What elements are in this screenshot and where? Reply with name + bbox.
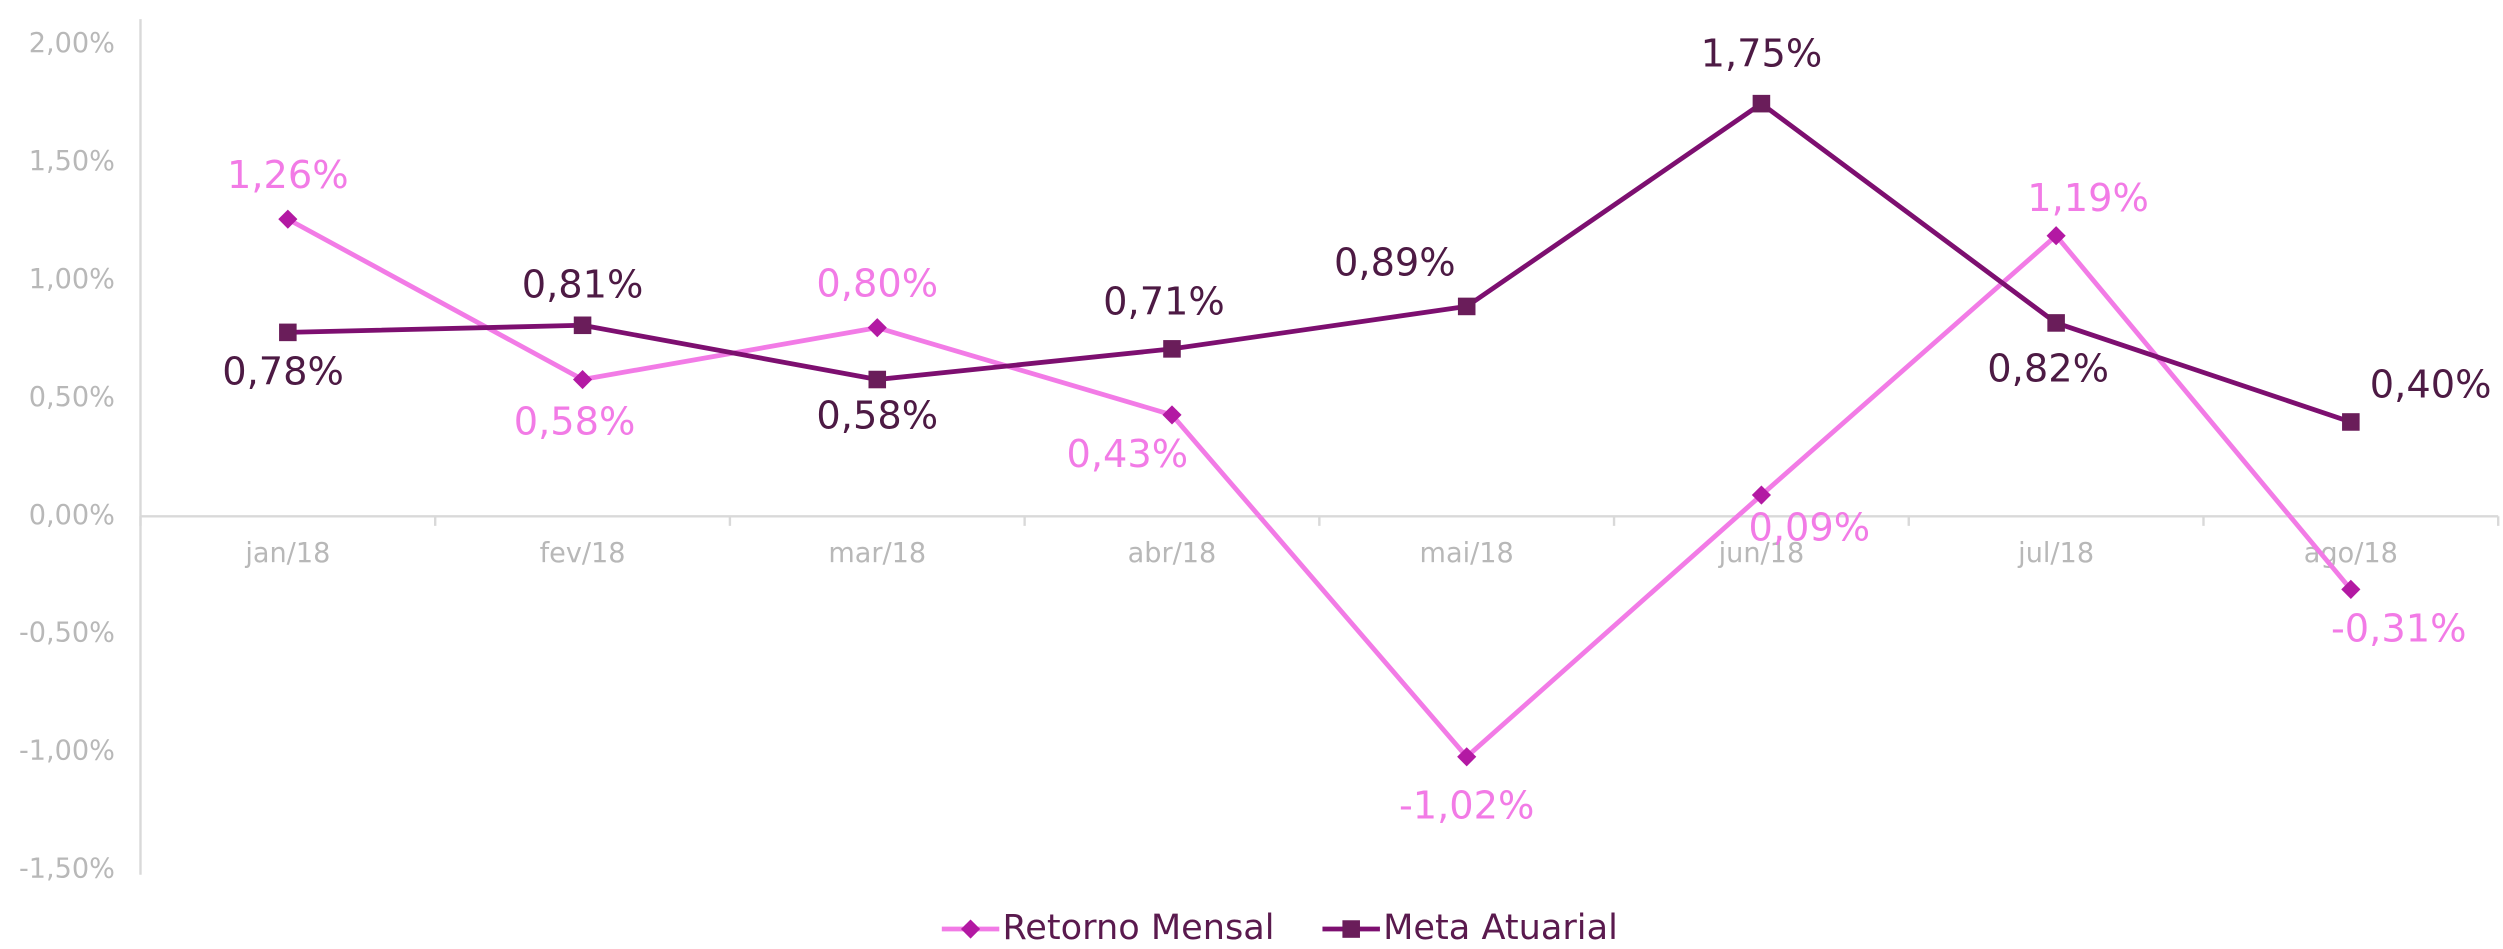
y-tick-label: -1,00%	[19, 736, 115, 767]
value-label: 1,26%	[227, 153, 349, 198]
legend-marker	[1342, 920, 1360, 938]
series-line	[286, 217, 2353, 760]
y-tick-label: 1,00%	[29, 264, 115, 295]
value-label: 0,43%	[1066, 432, 1188, 477]
y-tick-label: 0,00%	[29, 500, 115, 531]
y-tick-label: -0,50%	[19, 618, 115, 649]
point	[1751, 485, 1771, 505]
point	[573, 316, 592, 335]
value-label: -0,31%	[2331, 606, 2466, 651]
value-label: 0,89%	[1334, 240, 1456, 285]
value-label: 0,78%	[222, 349, 344, 394]
value-label: 0,40%	[2370, 362, 2492, 407]
value-label: 0,81%	[522, 262, 644, 307]
y-tick-label: 1,50%	[29, 146, 115, 177]
x-tick-label: mai/18	[1420, 538, 1514, 569]
value-label: 0,71%	[1103, 280, 1225, 325]
point	[2047, 314, 2065, 332]
value-label: 1,19%	[2027, 176, 2149, 221]
point	[867, 318, 887, 338]
legend-label: Retorno Mensal	[1002, 907, 1274, 945]
x-tick-label: jan/18	[244, 538, 330, 569]
x-tick-label: jul/18	[2017, 538, 2094, 569]
x-tick-label: abr/18	[1128, 538, 1217, 569]
y-tick-label: 2,00%	[29, 28, 115, 59]
x-tick-label: jun/18	[1718, 538, 1805, 569]
point	[1752, 94, 1771, 113]
point	[1457, 297, 1476, 316]
point	[1163, 340, 1181, 358]
x-tick-label: mar/18	[828, 538, 926, 569]
value-label: 0,58%	[514, 400, 636, 445]
point	[572, 369, 593, 390]
value-label: -1,02%	[1399, 783, 1534, 828]
x-tick-label: fev/18	[540, 538, 626, 569]
value-label: 0,80%	[816, 262, 938, 307]
value-label: 0,58%	[816, 393, 938, 438]
legend-label: Meta Atuarial	[1383, 907, 1618, 945]
point	[1162, 405, 1182, 425]
y-tick-label: -1,50%	[19, 853, 115, 884]
series-line	[287, 101, 2352, 425]
value-label: 0,09%	[1748, 506, 1870, 551]
point	[279, 323, 297, 342]
point	[2342, 413, 2360, 431]
value-label: 1,75%	[1701, 31, 1823, 76]
point	[868, 370, 887, 389]
value-label: 0,82%	[1987, 346, 2109, 391]
y-tick-label: 0,50%	[29, 382, 115, 413]
legend-marker	[960, 919, 981, 939]
point	[278, 209, 298, 229]
